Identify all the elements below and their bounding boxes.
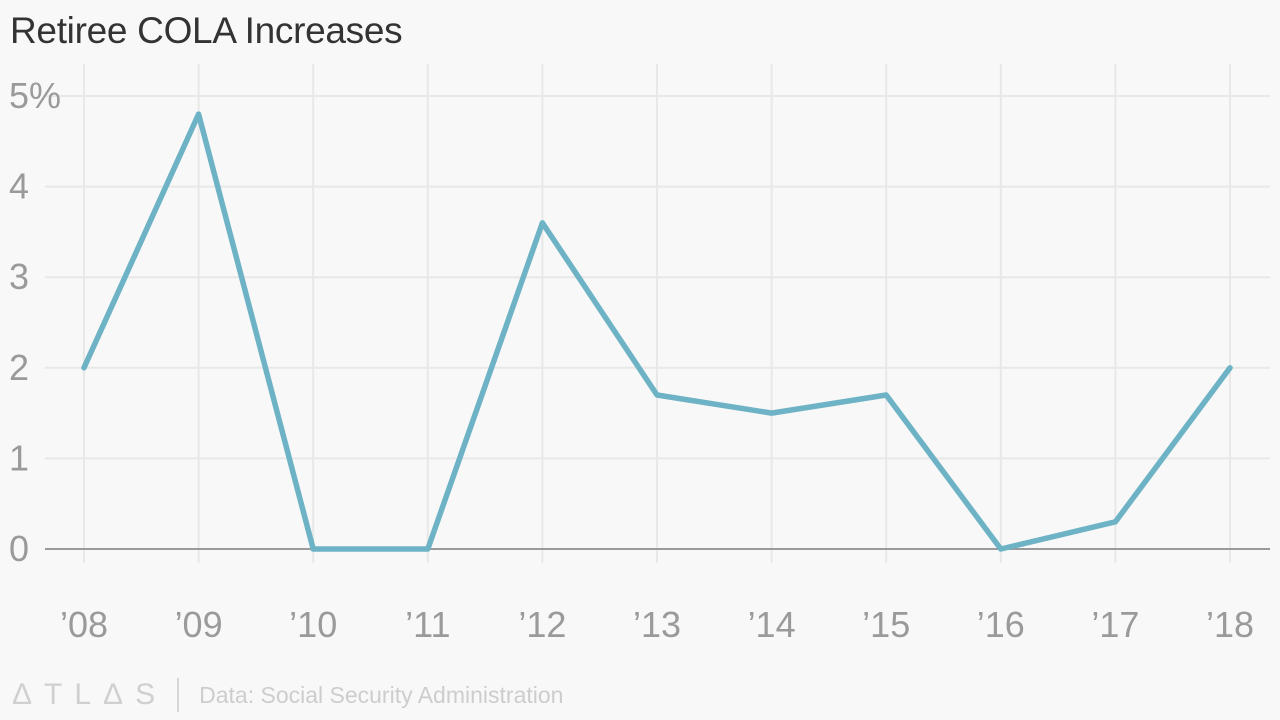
x-tick-label: ’11 bbox=[405, 604, 450, 645]
chart-title: Retiree COLA Increases bbox=[10, 10, 403, 51]
atlas-logo: ΔTLΔS bbox=[12, 678, 168, 711]
y-tick-label: 4 bbox=[9, 166, 29, 207]
x-tick-label: ’10 bbox=[289, 604, 337, 645]
x-tick-label: ’08 bbox=[60, 604, 108, 645]
footer: ΔTLΔS Data: Social Security Administrati… bbox=[12, 678, 563, 712]
x-tick-label: ’18 bbox=[1206, 604, 1254, 645]
footer-divider bbox=[177, 678, 180, 712]
x-tick-label: ’15 bbox=[862, 604, 910, 645]
x-tick-label: ’12 bbox=[518, 604, 566, 645]
source-note: Data: Social Security Administration bbox=[199, 681, 564, 708]
x-tick-label: ’16 bbox=[977, 604, 1025, 645]
line-chart: 0 1 2 3 4 5% ’08 ’09 ’10 ’11 ’12 ’13 ’14 ’15 ’16 ’17 ’18 bbox=[9, 64, 1270, 645]
x-tick-label: ’17 bbox=[1091, 604, 1139, 645]
y-tick-label: 3 bbox=[9, 256, 29, 297]
x-tick-label: ’09 bbox=[175, 604, 223, 645]
y-tick-label: 2 bbox=[9, 347, 29, 388]
y-tick-label: 0 bbox=[9, 528, 29, 569]
x-tick-label: ’13 bbox=[633, 604, 681, 645]
x-tick-label: ’14 bbox=[748, 604, 796, 645]
y-tick-label: 1 bbox=[9, 437, 29, 478]
y-tick-label: 5% bbox=[9, 75, 61, 116]
